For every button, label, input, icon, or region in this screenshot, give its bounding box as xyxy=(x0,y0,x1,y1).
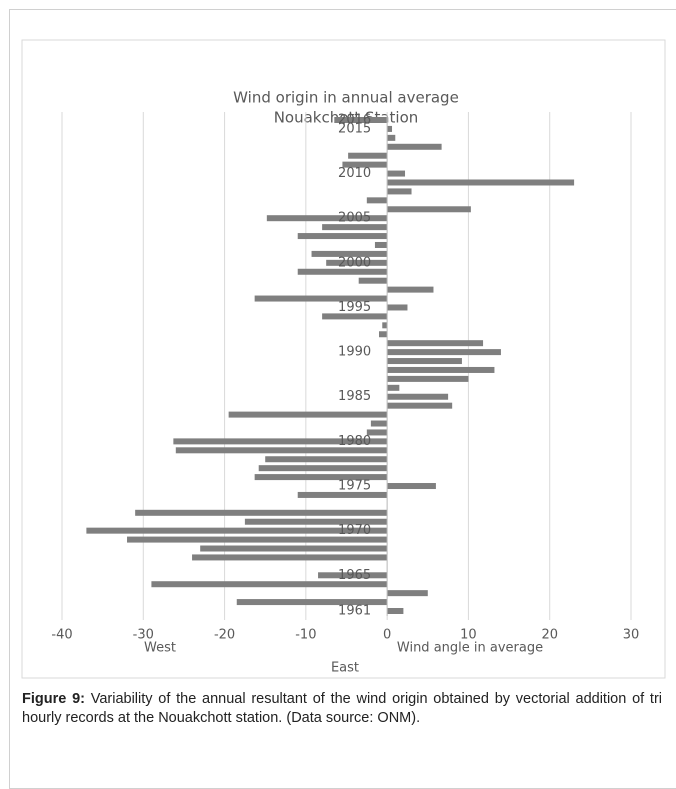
caption: Figure 9: Variability of the annual resu… xyxy=(22,690,662,728)
y-tick-label: 2000 xyxy=(338,255,371,270)
bar xyxy=(334,117,388,123)
bar xyxy=(387,125,393,132)
bar xyxy=(244,518,388,525)
bar xyxy=(228,411,388,418)
bar xyxy=(387,590,428,597)
bar xyxy=(254,295,388,302)
y-tick-label: 1965 xyxy=(338,568,371,583)
bar xyxy=(236,599,388,606)
bar xyxy=(387,134,396,141)
annotation: East xyxy=(331,661,359,676)
bar xyxy=(387,286,434,293)
bar xyxy=(387,358,462,365)
bar xyxy=(379,331,388,338)
x-tick-label: -30 xyxy=(133,628,154,643)
bar xyxy=(348,152,388,159)
y-tick-label: 2005 xyxy=(338,211,371,226)
bar xyxy=(254,474,388,481)
bar xyxy=(192,554,388,561)
caption-text: Variability of the annual resultant of t… xyxy=(22,691,663,726)
bar xyxy=(387,206,471,213)
bar xyxy=(258,465,388,472)
bar xyxy=(322,224,388,231)
caption-label: Figure 9: xyxy=(22,691,85,707)
bar xyxy=(387,340,484,347)
bar xyxy=(387,179,575,186)
y-tick-label: 1990 xyxy=(338,345,371,360)
bar xyxy=(175,447,388,454)
chart: Wind origin in annual average Nouakchott… xyxy=(21,39,666,679)
bar xyxy=(322,313,388,320)
bar xyxy=(326,259,388,266)
bar xyxy=(370,420,388,427)
bar xyxy=(86,527,388,534)
chart-area xyxy=(21,39,666,679)
y-tick-label: 1995 xyxy=(338,300,371,315)
y-tick-label: 2015 xyxy=(338,121,371,136)
bar xyxy=(266,215,388,222)
bar xyxy=(387,384,400,391)
x-tick-label: -20 xyxy=(214,628,235,643)
bar xyxy=(265,456,388,463)
bar xyxy=(297,233,388,240)
y-tick-label: 1975 xyxy=(338,479,371,494)
bar xyxy=(297,491,388,498)
bar xyxy=(135,509,388,516)
x-tick-label: 0 xyxy=(383,628,391,643)
bar xyxy=(173,438,388,445)
y-tick-label: 2010 xyxy=(338,166,371,181)
bar xyxy=(366,429,388,436)
annotation: West xyxy=(144,641,176,656)
x-axis-title: Wind angle in average xyxy=(397,641,543,656)
y-tick-label: 1970 xyxy=(338,523,371,538)
bar xyxy=(382,322,388,329)
y-tick-label: 2016 xyxy=(338,113,371,128)
bar xyxy=(387,143,442,150)
bar xyxy=(342,161,388,168)
bar xyxy=(387,402,453,409)
bar xyxy=(387,366,495,373)
y-tick-label: 1980 xyxy=(338,434,371,449)
y-tick-label: 1961 xyxy=(338,604,371,619)
bar xyxy=(387,375,469,382)
bar xyxy=(387,608,404,614)
bar xyxy=(366,197,388,204)
bar xyxy=(127,536,388,543)
bar xyxy=(387,483,436,490)
x-tick-label: 10 xyxy=(460,628,477,643)
bar xyxy=(318,572,388,579)
bar xyxy=(387,188,412,195)
bar xyxy=(200,545,388,552)
bar xyxy=(387,304,408,311)
bar xyxy=(358,277,388,284)
bar xyxy=(387,349,501,356)
x-tick-label: -40 xyxy=(51,628,72,643)
x-tick-label: -10 xyxy=(295,628,316,643)
bar xyxy=(387,393,449,400)
bar xyxy=(151,581,388,588)
y-tick-label: 1985 xyxy=(338,389,371,404)
bar xyxy=(387,170,406,177)
bar xyxy=(297,268,388,275)
x-tick-label: 30 xyxy=(623,628,640,643)
bar xyxy=(374,241,388,248)
chart-title: Wind origin in annual average xyxy=(233,89,459,107)
x-tick-label: 20 xyxy=(541,628,558,643)
bar xyxy=(311,250,388,257)
